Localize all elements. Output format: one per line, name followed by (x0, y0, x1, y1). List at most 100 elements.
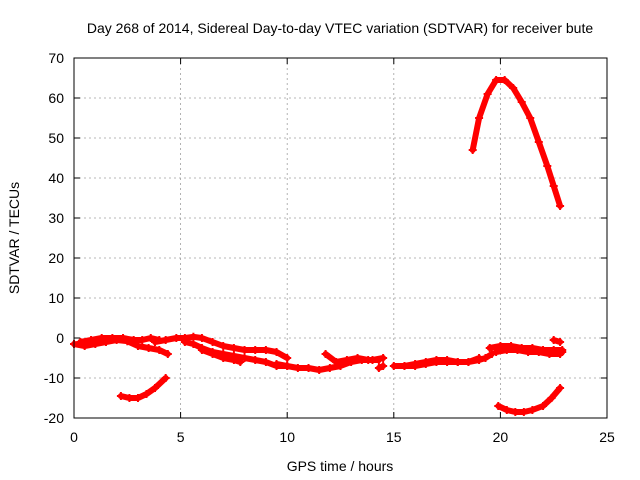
data-point (325, 364, 334, 372)
data-point (129, 336, 138, 344)
x-tick-label: 25 (599, 429, 615, 445)
data-point (524, 348, 533, 356)
data-point (116, 392, 125, 400)
y-tick-label: -10 (44, 370, 64, 386)
data-point (163, 350, 172, 358)
data-point (108, 334, 117, 342)
data-point (151, 338, 160, 346)
data-point (528, 406, 537, 414)
data-point (492, 76, 501, 84)
y-tick-label: 0 (56, 330, 64, 346)
data-point (76, 338, 85, 346)
x-tick-label: 0 (70, 429, 78, 445)
data-point (534, 138, 543, 146)
data-point (475, 354, 484, 362)
data-point (229, 356, 238, 364)
data-point (464, 358, 473, 366)
data-point (229, 344, 238, 352)
data-point (272, 348, 281, 356)
data-point (549, 182, 558, 190)
y-tick-label: 30 (48, 210, 64, 226)
data-point (283, 362, 292, 370)
data-point (379, 362, 388, 370)
data-point (519, 408, 528, 416)
data-point (509, 84, 518, 92)
data-point (483, 90, 492, 98)
data-point (197, 334, 206, 342)
y-tick-label: 40 (48, 170, 64, 186)
data-point (411, 362, 420, 370)
data-point (283, 354, 292, 362)
x-tick-label: 10 (279, 429, 295, 445)
data-point (389, 362, 398, 370)
data-point (453, 358, 462, 366)
data-point (364, 356, 373, 364)
data-point (161, 374, 170, 382)
data-point (133, 342, 142, 350)
data-point (144, 344, 153, 352)
data-point (97, 334, 106, 342)
data-point (492, 348, 501, 356)
y-tick-label: 20 (48, 250, 64, 266)
data-point (421, 360, 430, 368)
data-point (161, 336, 170, 344)
data-point (353, 354, 362, 362)
data-point (133, 394, 142, 402)
data-point (197, 346, 206, 354)
data-point (494, 402, 503, 410)
data-point (374, 356, 383, 364)
data-point (485, 344, 494, 352)
data-point (240, 346, 249, 354)
data-point (549, 336, 558, 344)
data-point (304, 364, 313, 372)
data-point (556, 338, 565, 346)
x-tick-label: 15 (386, 429, 402, 445)
data-point (513, 346, 522, 354)
y-tick-label: -20 (44, 410, 64, 426)
data-point (511, 408, 520, 416)
data-point (526, 114, 535, 122)
data-point (138, 336, 147, 344)
data-point (142, 390, 151, 398)
data-point (251, 346, 260, 354)
plot-frame (73, 57, 608, 419)
data-point (87, 336, 96, 344)
data-traces (70, 76, 567, 416)
data-point (208, 338, 217, 346)
data-point (155, 346, 164, 354)
data-point (502, 406, 511, 414)
data-point (475, 114, 484, 122)
data-point (219, 342, 228, 350)
data-point (146, 334, 155, 342)
series-arc-15-trace (469, 77, 564, 209)
data-point (151, 384, 160, 392)
data-point (556, 384, 565, 392)
axis-ticks (73, 57, 608, 419)
data-point (272, 360, 281, 368)
data-point (543, 162, 552, 170)
data-point (374, 364, 383, 372)
data-point (500, 76, 509, 84)
data-point (432, 358, 441, 366)
y-tick-label: 50 (48, 130, 64, 146)
x-tick-label: 5 (177, 429, 185, 445)
y-tick-label: 70 (48, 50, 64, 66)
data-point (400, 362, 409, 370)
data-point (189, 340, 198, 348)
data-point (558, 348, 567, 356)
grid-lines (74, 58, 607, 418)
data-point (321, 350, 330, 358)
data-point (219, 354, 228, 362)
data-point (517, 98, 526, 106)
data-point (172, 334, 181, 342)
tick-labels: 0 5 10 15 20 25 -20 -10 0 10 20 30 40 50 60 70 (44, 50, 615, 445)
data-point (534, 348, 543, 356)
data-point (545, 350, 554, 358)
data-point (240, 354, 249, 362)
data-point (332, 358, 341, 366)
data-point (556, 202, 565, 210)
data-point (261, 358, 270, 366)
data-point (236, 358, 245, 366)
